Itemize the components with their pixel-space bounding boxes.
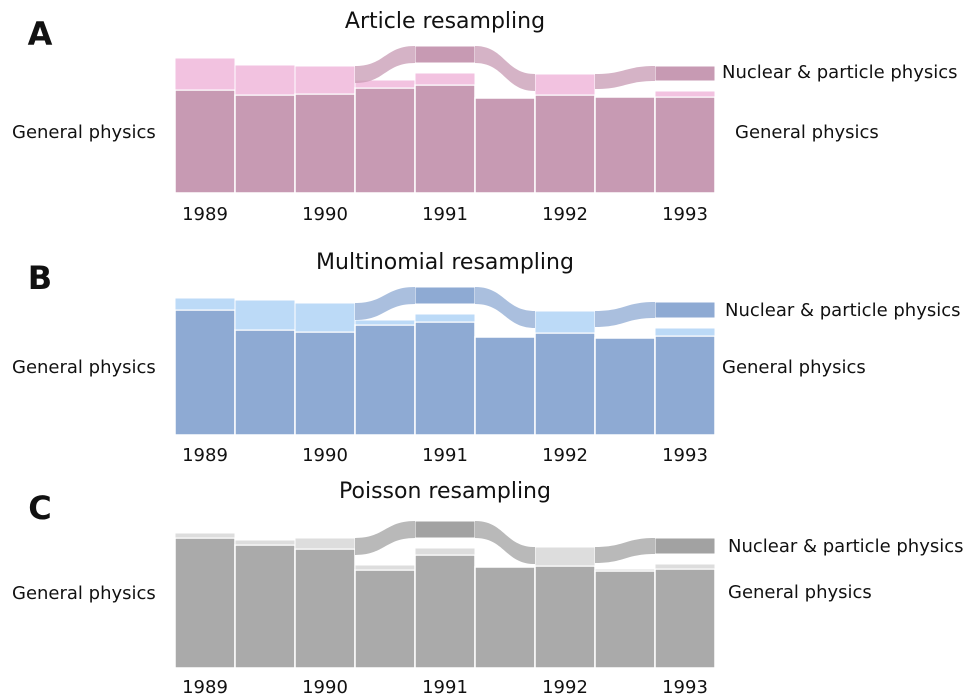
ribbon — [595, 66, 655, 89]
other-block — [654, 327, 716, 337]
other-block — [174, 57, 236, 91]
right-label: General physics — [735, 122, 879, 143]
other-block — [234, 64, 296, 96]
general-block — [534, 332, 596, 436]
year-label: 1991 — [422, 677, 468, 697]
general-block — [414, 84, 476, 194]
general-block — [354, 324, 416, 436]
general-block — [294, 331, 356, 436]
general-block — [474, 97, 536, 194]
general-block — [414, 321, 476, 436]
other-block — [294, 65, 356, 95]
other-block — [294, 537, 356, 550]
other-block — [414, 547, 476, 556]
other-block — [354, 564, 416, 571]
general-block — [414, 554, 476, 669]
year-label: 1989 — [182, 445, 228, 466]
panel-title: Poisson resampling — [339, 479, 551, 504]
general-block — [474, 566, 536, 669]
other-block — [234, 539, 296, 546]
other-block — [534, 546, 596, 567]
left-label: General physics — [12, 583, 156, 604]
left-label: General physics — [12, 357, 156, 378]
other-block — [534, 73, 596, 96]
other-block — [414, 313, 476, 323]
other-block — [594, 568, 656, 572]
nuclear-block — [654, 537, 716, 555]
ribbon — [355, 521, 415, 555]
right-label: Nuclear & particle physics — [722, 62, 958, 83]
general-block — [534, 565, 596, 669]
ribbon — [595, 538, 655, 563]
panel-letter: C — [28, 489, 51, 527]
general-block — [174, 89, 236, 194]
nuclear-block — [654, 301, 716, 319]
year-label: 1993 — [662, 677, 708, 697]
panel-title: Multinomial resampling — [316, 250, 574, 275]
right-label: Nuclear & particle physics — [728, 536, 964, 557]
general-block — [594, 337, 656, 436]
other-block — [534, 310, 596, 334]
general-block — [594, 96, 656, 194]
other-block — [174, 297, 236, 311]
general-block — [474, 336, 536, 436]
general-block — [354, 569, 416, 669]
other-block — [174, 532, 236, 539]
nuclear-block — [414, 520, 476, 539]
year-label: 1993 — [662, 204, 708, 225]
year-label: 1992 — [542, 677, 588, 697]
year-label: 1991 — [422, 204, 468, 225]
general-block — [534, 94, 596, 194]
other-block — [294, 302, 356, 333]
panel-letter: A — [28, 15, 53, 53]
nuclear-block — [414, 45, 476, 64]
ribbon — [355, 287, 415, 320]
ribbon — [475, 46, 535, 91]
other-block — [234, 299, 296, 331]
other-block — [654, 90, 716, 98]
year-label: 1989 — [182, 204, 228, 225]
panel-letter: B — [28, 259, 52, 297]
right-label: General physics — [722, 357, 866, 378]
general-block — [234, 544, 296, 669]
year-label: 1990 — [302, 445, 348, 466]
general-block — [354, 87, 416, 194]
general-block — [234, 329, 296, 436]
year-label: 1992 — [542, 204, 588, 225]
general-block — [294, 548, 356, 669]
general-block — [654, 568, 716, 669]
year-label: 1992 — [542, 445, 588, 466]
right-label: Nuclear & particle physics — [725, 300, 961, 321]
other-block — [414, 72, 476, 86]
left-label: General physics — [12, 122, 156, 143]
panel-title: Article resampling — [345, 9, 545, 34]
general-block — [294, 93, 356, 194]
year-label: 1990 — [302, 204, 348, 225]
year-label: 1989 — [182, 677, 228, 697]
nuclear-block — [414, 286, 476, 305]
ribbon — [355, 46, 415, 83]
ribbon — [595, 302, 655, 327]
ribbon — [475, 287, 535, 328]
general-block — [174, 537, 236, 669]
year-label: 1990 — [302, 677, 348, 697]
ribbon — [475, 521, 535, 564]
general-block — [594, 570, 656, 669]
general-block — [654, 96, 716, 194]
right-label: General physics — [728, 582, 872, 603]
year-label: 1991 — [422, 445, 468, 466]
other-block — [354, 319, 416, 326]
general-block — [234, 94, 296, 194]
year-label: 1993 — [662, 445, 708, 466]
nuclear-block — [654, 65, 716, 82]
general-block — [174, 309, 236, 436]
other-block — [654, 563, 716, 570]
general-block — [654, 335, 716, 436]
